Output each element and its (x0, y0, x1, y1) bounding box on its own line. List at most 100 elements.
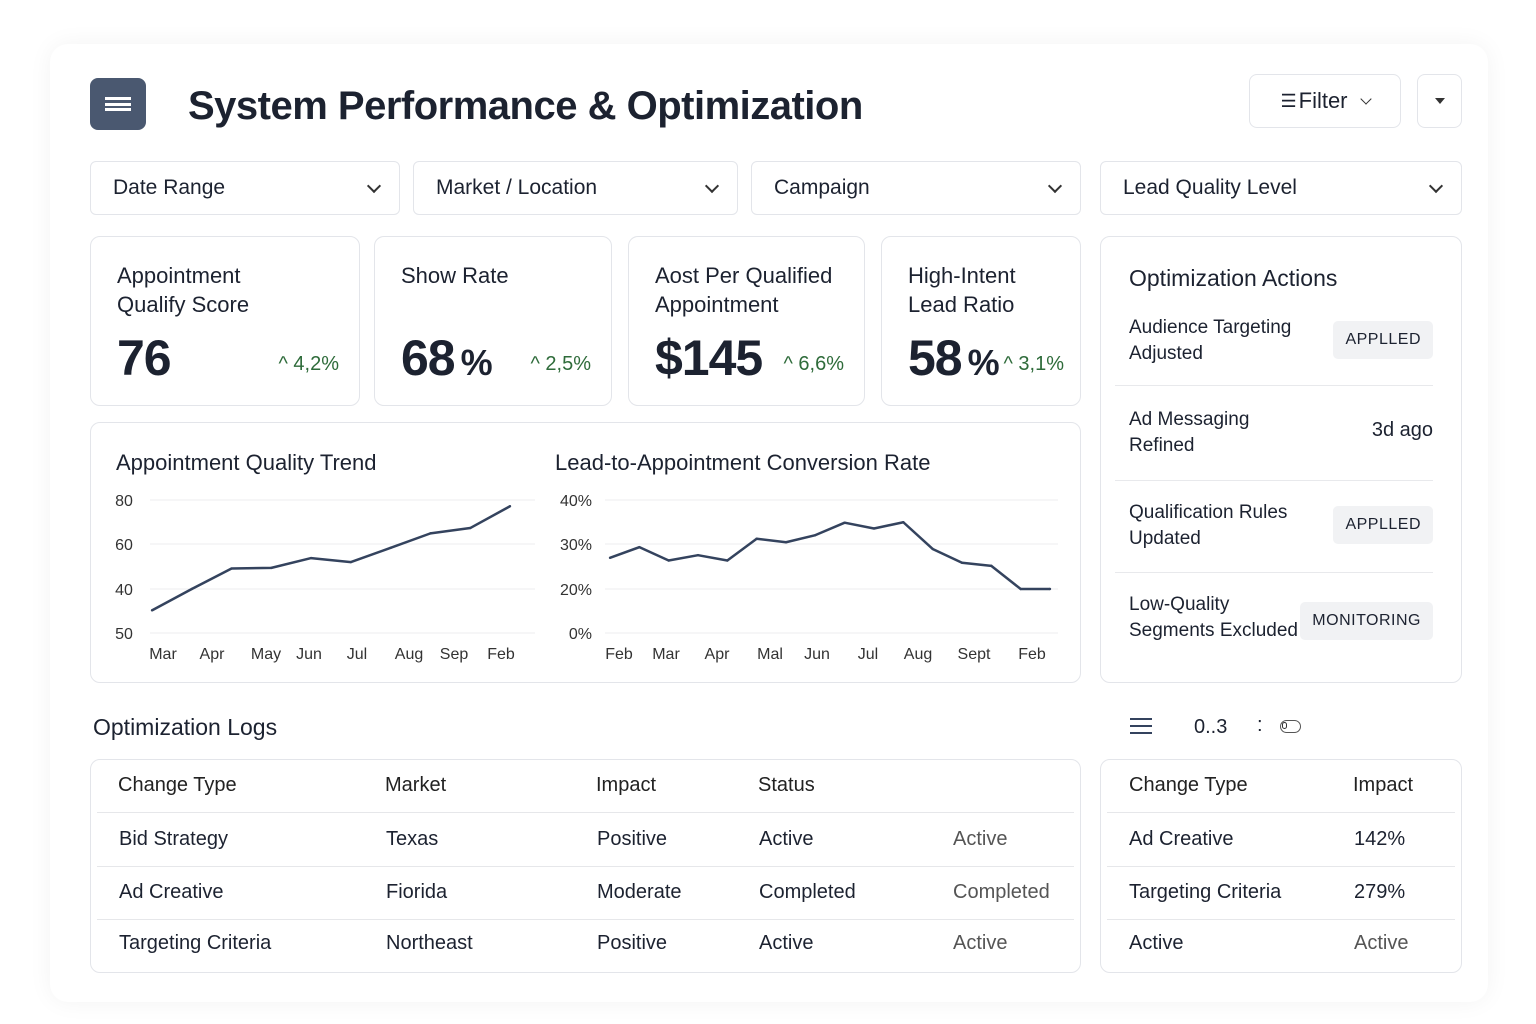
table-row[interactable]: Active Active (1129, 932, 1409, 954)
action-item[interactable]: Low-Quality Segments Excluded MONITORING (1129, 592, 1433, 644)
data-point (784, 541, 788, 544)
table-row[interactable]: Targeting Criteria 279% (1129, 881, 1406, 903)
x-tick-label: Aug (904, 646, 932, 663)
data-point (931, 547, 934, 551)
data-point (608, 556, 612, 560)
kpi-title: Aost Per Qualified (655, 263, 833, 288)
data-point (309, 556, 313, 560)
data-point (389, 546, 392, 550)
charts-card (90, 422, 1081, 683)
table-row[interactable]: Ad Creative Fiorida Moderate Completed Compl… (119, 881, 1050, 903)
logs-table: Change Type Market Impact Status Bid Strate… (90, 759, 1081, 973)
series-line (151, 505, 511, 612)
data-point (990, 564, 993, 568)
x-tick-label: Feb (1018, 646, 1046, 663)
kpi-value: $145 (655, 330, 763, 386)
lead-quality-dropdown[interactable]: Lead Quality Level (1100, 161, 1462, 215)
table-row[interactable]: Bid Strategy Texas Positive Active Active (119, 828, 1008, 850)
table-row[interactable]: Targeting Criteria Northeast Positive Activ… (119, 932, 1008, 954)
hamburger-icon (105, 97, 131, 111)
caret-down-icon (1434, 98, 1445, 104)
data-point (1019, 587, 1022, 591)
data-point (1048, 587, 1052, 591)
x-tick-label: Mar (149, 646, 177, 663)
page-title: System Performance & Optimization (188, 84, 863, 128)
x-tick-label: Jul (347, 646, 367, 663)
kpi-card-high-intent: High-Intent Lead Ratio 58% ^ 3,1% (881, 236, 1081, 406)
pagination-text: 0..3 (1194, 716, 1228, 738)
kpi-card-cost-per-appointment: Aost Per Qualified Appointment $145 ^ 6,6… (628, 236, 865, 406)
kpi-title: Show Rate (401, 263, 509, 288)
data-point (872, 527, 876, 530)
y-tick-label: 30% (560, 537, 592, 554)
table-header-row: Change Type Market Impact Status (118, 774, 815, 796)
x-tick-label: Sep (440, 646, 469, 663)
x-tick-label: Jun (296, 646, 322, 663)
kpi-title: Lead Ratio (908, 292, 1015, 317)
x-tick-label: Aug (395, 646, 423, 663)
status-badge: MONITORING (1300, 602, 1433, 640)
data-point (843, 521, 846, 524)
data-point (814, 533, 817, 537)
data-point (667, 559, 670, 562)
filter-icon: ☰ (1280, 90, 1297, 111)
more-dropdown-button[interactable] (1417, 74, 1462, 128)
kpi-delta: ^ 3,1% (1003, 353, 1064, 375)
side-table: Change Type Impact Ad Creative 142% Target… (1100, 759, 1462, 973)
data-point (508, 505, 512, 508)
action-item[interactable]: Qualification Rules Updated APPLLED (1129, 500, 1433, 552)
date-range-dropdown[interactable]: Date Range (90, 161, 400, 215)
data-point (696, 553, 700, 557)
kpi-title: High-Intent (908, 263, 1016, 288)
x-tick-label: Apr (705, 646, 731, 663)
chart-title: Lead-to-Appointment Conversion Rate (555, 450, 931, 475)
action-time: 3d ago (1371, 419, 1433, 441)
y-tick-label: 40 (115, 582, 133, 599)
actions-title: Optimization Actions (1129, 265, 1338, 291)
data-point (190, 587, 193, 591)
menu-button[interactable] (90, 78, 146, 130)
list-view-icon[interactable] (1130, 718, 1152, 734)
kpi-delta: ^ 4,2% (278, 353, 339, 375)
data-point (429, 532, 432, 535)
data-point (726, 559, 729, 562)
kpi-card-qualify-score: Appointment Qualify Score 76 ^ 4,2% (90, 236, 360, 406)
x-tick-label: Feb (487, 646, 515, 663)
x-tick-label: Feb (605, 646, 633, 663)
y-tick-label: 20% (560, 582, 592, 599)
data-point (349, 560, 353, 564)
status-badge: APPLLED (1333, 321, 1433, 359)
kpi-delta: ^ 6,6% (783, 353, 844, 375)
status-badge: APPLLED (1333, 506, 1433, 544)
x-tick-label: Jun (804, 646, 830, 663)
action-item[interactable]: Ad Messaging Refined 3d ago (1129, 409, 1433, 456)
pager-separator: : (1257, 714, 1263, 736)
filter-button[interactable]: ☰ Filter (1249, 74, 1401, 128)
data-point (469, 526, 472, 530)
y-tick-label: 60 (115, 537, 133, 554)
table-row[interactable]: Ad Creative 142% (1129, 828, 1406, 850)
kpi-card-show-rate: Show Rate 68% ^ 2,5% (374, 236, 612, 406)
campaign-dropdown[interactable]: Campaign (751, 161, 1081, 215)
kpi-title: Appointment (117, 263, 241, 288)
table-header-row: Change Type Impact (1129, 774, 1414, 796)
x-tick-label: Sept (958, 646, 991, 663)
action-item[interactable]: Audience Targeting Adjusted APPLLED (1129, 315, 1433, 367)
kpi-value: 76 (117, 330, 172, 386)
series-line (609, 521, 1050, 591)
toggle-switch[interactable] (1280, 720, 1301, 733)
kpi-title: Qualify Score (117, 292, 250, 317)
x-tick-label: Mar (652, 646, 680, 663)
y-tick-label: 80 (115, 493, 133, 510)
data-point (150, 609, 154, 612)
data-point (960, 561, 964, 564)
x-tick-label: May (251, 646, 281, 663)
kpi-value: 68% (401, 330, 493, 386)
x-tick-label: Apr (200, 646, 226, 663)
data-point (230, 567, 233, 570)
data-point (755, 537, 758, 540)
optimization-actions-panel: Optimization Actions Audience Targeting A… (1100, 236, 1462, 683)
market-location-dropdown[interactable]: Market / Location (413, 161, 738, 215)
kpi-title: Appointment (655, 292, 779, 317)
